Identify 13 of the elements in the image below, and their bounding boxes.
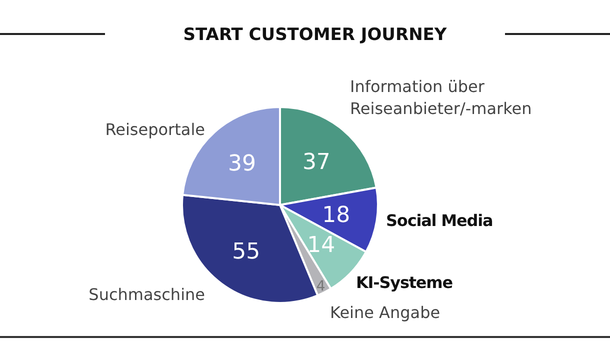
data-label: 55: [232, 239, 260, 264]
slice-label: Reiseportale: [105, 120, 205, 139]
slice-label: Information über Reiseanbieter/-marken: [350, 77, 532, 118]
data-label: 14: [307, 232, 336, 258]
data-label: 39: [228, 151, 256, 176]
data-label: 4: [316, 278, 326, 294]
slice-label: Suchmaschine: [88, 285, 205, 304]
slice-label: Social Media: [386, 211, 493, 230]
chart-title: START CUSTOMER JOURNEY: [183, 25, 448, 45]
data-label: 37: [302, 150, 330, 176]
data-label: 18: [322, 202, 350, 228]
slice-label: KI-Systeme: [356, 273, 454, 292]
slice-label: Keine Angabe: [330, 303, 440, 322]
